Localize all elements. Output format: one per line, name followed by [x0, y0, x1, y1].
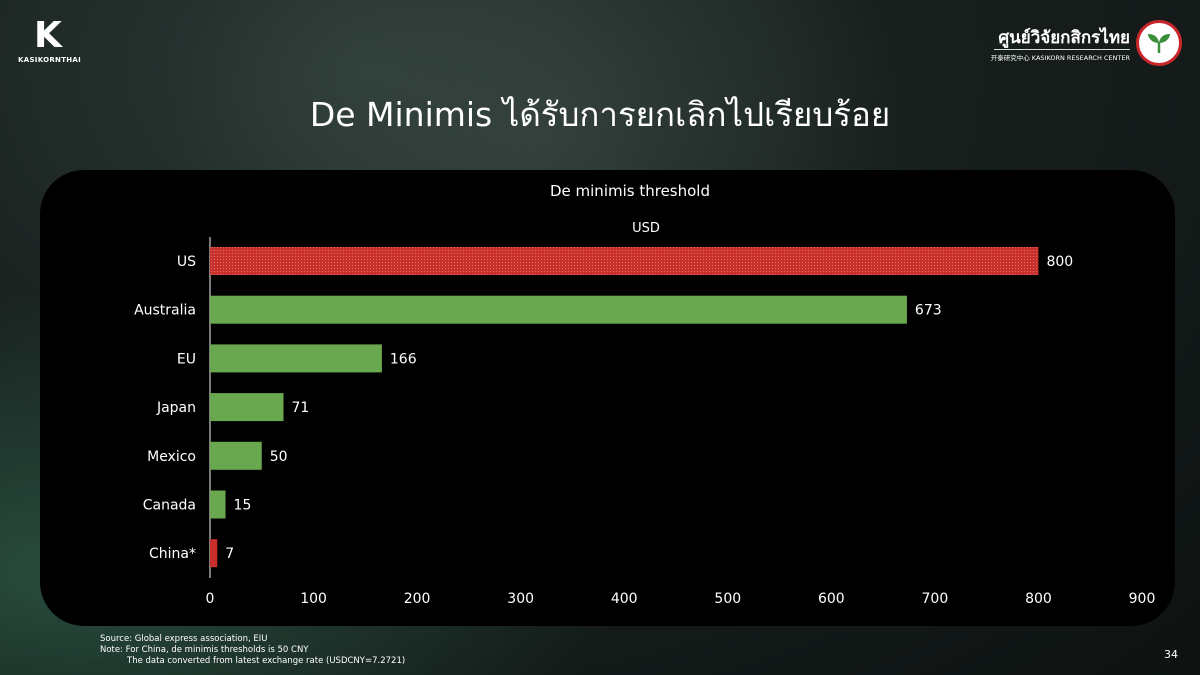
footnote-source: Source: Global express association, EIU	[100, 634, 268, 644]
kasikornthai-logo-text: KASIKORNTHAI	[18, 56, 82, 64]
chart-unit-label: USD	[632, 221, 660, 236]
category-label-us: US	[177, 254, 196, 270]
footnote-note: Note: For China, de minimis thresholds i…	[100, 645, 309, 655]
x-tick-label-200: 200	[404, 591, 431, 607]
footnote: Source: Global express association, EIU …	[100, 634, 405, 667]
research-center-logo: ศูนย์วิจัยกสิกรไทย 开泰研究中心 KASIKORN RESEA…	[991, 20, 1186, 70]
page-title: De Minimis ได้รับการยกเลิกไปเรียบร้อย	[309, 95, 891, 134]
x-tick-label-0: 0	[206, 591, 215, 607]
value-label-australia: 673	[915, 303, 942, 319]
category-label-china: China*	[149, 546, 196, 562]
bar-mexico	[210, 441, 262, 470]
x-tick-label-700: 700	[922, 591, 949, 607]
value-label-canada: 15	[234, 498, 252, 514]
research-center-en-name: 开泰研究中心 KASIKORN RESEARCH CENTER	[990, 54, 1130, 62]
x-tick-label-500: 500	[714, 591, 741, 607]
bar-us	[210, 247, 1039, 275]
research-center-thai-name: ศูนย์วิจัยกสิกรไทย	[998, 28, 1130, 48]
category-label-eu: EU	[177, 351, 196, 367]
logo-divider	[994, 49, 1130, 50]
footnote-note-exchange-rate: The data converted from latest exchange …	[127, 656, 406, 666]
category-label-mexico: Mexico	[147, 449, 196, 465]
bar-china	[210, 539, 218, 568]
bar-eu	[210, 344, 382, 373]
chart-title: De minimis threshold	[550, 182, 710, 200]
value-label-japan: 71	[292, 400, 310, 416]
x-tick-label-400: 400	[611, 591, 638, 607]
value-label-us: 800	[1046, 254, 1073, 270]
page-number: 34	[1164, 648, 1178, 661]
x-tick-label-600: 600	[818, 591, 845, 607]
bar-japan	[210, 393, 284, 422]
category-label-japan: Japan	[156, 400, 196, 416]
kbank-emblem-icon	[1136, 20, 1182, 66]
value-label-china: 7	[225, 546, 234, 562]
value-label-eu: 166	[390, 351, 417, 367]
value-label-mexico: 50	[270, 449, 288, 465]
x-tick-label-300: 300	[507, 591, 534, 607]
k-logo-icon: K	[34, 15, 62, 56]
category-label-canada: Canada	[143, 498, 196, 514]
bar-canada	[210, 490, 226, 519]
x-tick-label-100: 100	[300, 591, 327, 607]
bar-australia	[210, 295, 907, 324]
x-tick-label-800: 800	[1025, 591, 1052, 607]
kasikornthai-logo: K KASIKORNTHAI	[18, 15, 82, 68]
x-tick-label-900: 900	[1129, 591, 1156, 607]
category-label-australia: Australia	[134, 303, 196, 319]
